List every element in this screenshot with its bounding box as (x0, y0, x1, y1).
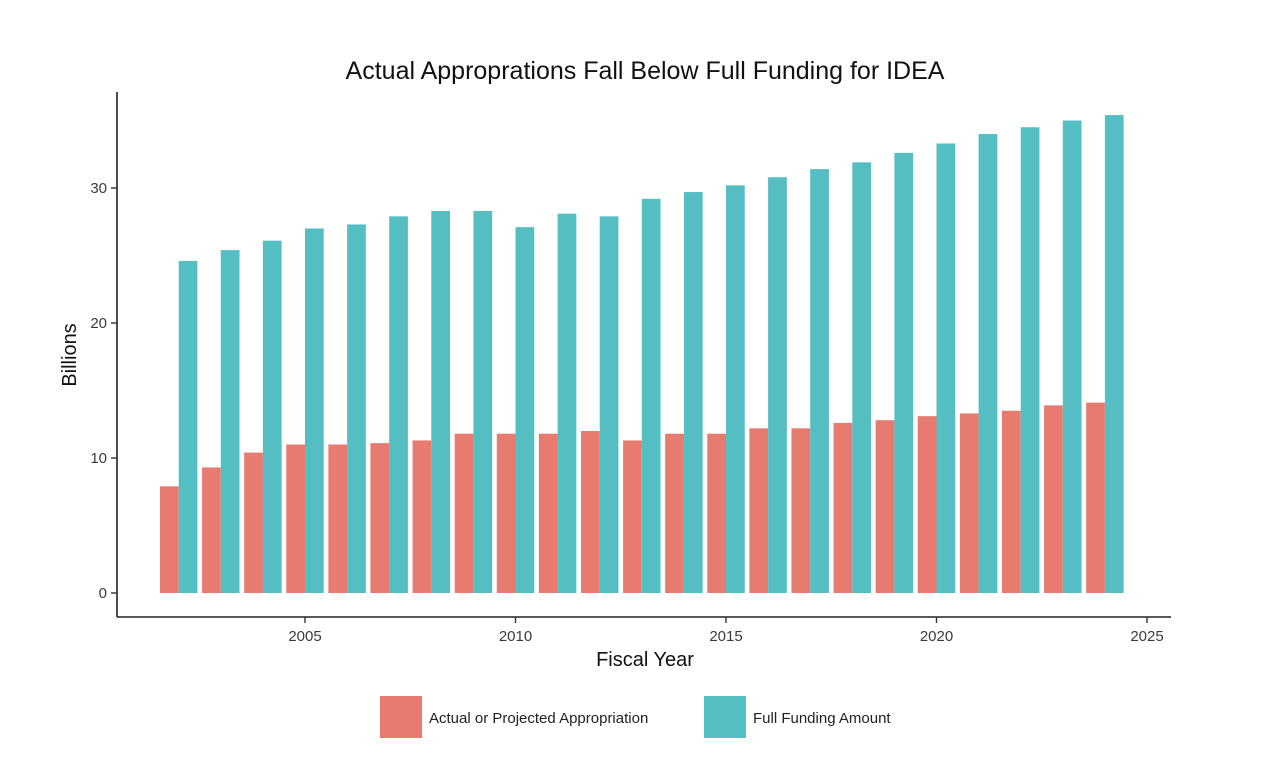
bar-full-funding-2004 (262, 240, 282, 593)
y-tick-label-0: 0 (99, 585, 107, 602)
bar-actual-2015 (707, 433, 726, 593)
x-tick-label-2020: 2020 (920, 628, 953, 645)
bar-full-funding-2020 (936, 143, 956, 593)
bar-actual-2021 (959, 413, 979, 593)
bar-actual-2017 (791, 428, 811, 593)
bar-actual-2012 (580, 431, 600, 593)
x-axis-title: Fiscal Year (596, 649, 694, 671)
x-tick-label-2005: 2005 (288, 628, 321, 645)
bar-full-funding-2009 (473, 210, 493, 593)
bar-actual-2008 (412, 440, 432, 593)
bar-full-funding-2003 (220, 250, 240, 593)
bar-actual-2005 (286, 444, 305, 593)
bar-actual-2011 (538, 433, 558, 593)
legend-swatch-full-funding (704, 696, 746, 738)
x-tick-label-2010: 2010 (499, 628, 532, 645)
bar-actual-2019 (875, 420, 895, 593)
legend-label-actual-appropriation: Actual or Projected Appropriation (429, 710, 648, 727)
x-tick-label-2025: 2025 (1130, 628, 1163, 645)
legend: Actual or Projected Appropriation Full F… (380, 696, 891, 738)
bar-full-funding-2008 (431, 210, 451, 593)
bar-actual-2007 (370, 443, 390, 593)
bar-full-funding-2002 (178, 260, 198, 593)
bar-full-funding-2011 (557, 213, 577, 593)
bar-full-funding-2016 (768, 177, 787, 593)
chart-title: Actual Approprations Fall Below Full Fun… (346, 57, 945, 85)
bar-full-funding-2024 (1104, 115, 1124, 593)
bar-full-funding-2022 (1020, 127, 1040, 593)
legend-label-full-funding: Full Funding Amount (753, 710, 891, 727)
bar-actual-2016 (749, 428, 769, 593)
bar-full-funding-2018 (852, 162, 872, 593)
y-tick-label-20: 20 (90, 315, 107, 332)
bar-actual-2004 (244, 452, 263, 593)
y-ticks-layer: 0 10 20 30 (90, 180, 117, 602)
bar-full-funding-2014 (683, 192, 703, 594)
bar-actual-2018 (833, 422, 853, 593)
bars-layer (159, 115, 1124, 594)
x-tick-label-2015: 2015 (709, 628, 742, 645)
bar-actual-2024 (1086, 402, 1105, 593)
y-tick-label-30: 30 (90, 180, 107, 197)
bar-full-funding-2012 (599, 216, 619, 593)
bar-actual-2022 (1001, 410, 1021, 593)
bar-actual-2020 (917, 416, 937, 593)
bar-actual-2009 (454, 433, 474, 593)
bar-actual-2013 (623, 440, 642, 593)
bar-full-funding-2019 (894, 152, 914, 593)
y-tick-label-10: 10 (90, 450, 107, 467)
bar-full-funding-2005 (305, 228, 324, 593)
bar-actual-2006 (328, 444, 348, 593)
legend-swatch-actual-appropriation (380, 696, 422, 738)
bar-full-funding-2010 (515, 227, 535, 593)
bar-full-funding-2015 (726, 185, 745, 594)
bar-actual-2023 (1044, 405, 1063, 593)
bar-full-funding-2021 (978, 134, 998, 593)
bar-full-funding-2006 (347, 224, 366, 593)
bar-full-funding-2007 (389, 216, 408, 593)
bar-full-funding-2013 (641, 198, 661, 594)
bar-actual-2002 (159, 486, 179, 593)
bar-actual-2014 (665, 433, 684, 593)
x-ticks-layer: 2005 2010 2015 2020 2025 (288, 617, 1164, 645)
bar-actual-2010 (496, 433, 516, 593)
bar-full-funding-2017 (810, 169, 829, 593)
bar-full-funding-2023 (1062, 120, 1082, 593)
bar-actual-2003 (202, 467, 221, 593)
y-axis-title: Billions (59, 323, 81, 386)
